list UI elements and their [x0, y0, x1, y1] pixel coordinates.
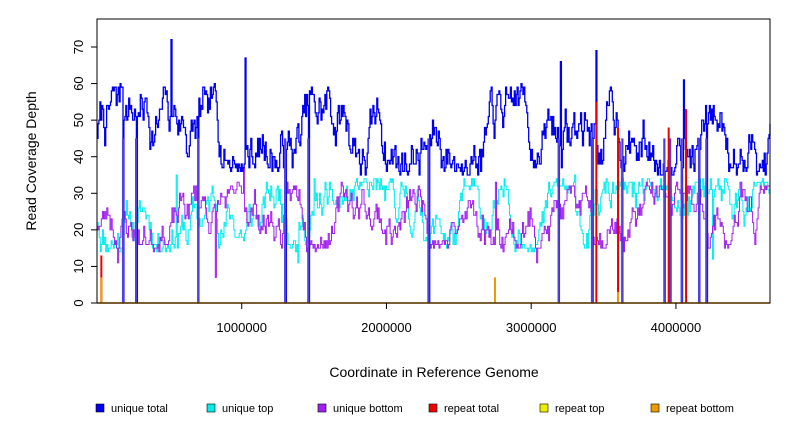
plot-frame	[96, 18, 771, 304]
legend-label: unique bottom	[333, 403, 403, 415]
legend: unique total unique top unique bottom repea…	[95, 403, 734, 415]
x-tick-label: 3000000	[506, 320, 557, 335]
y-tick-label: 60	[71, 76, 86, 90]
y-tick-label: 70	[71, 40, 86, 54]
axes-layer: 0 10 20 30 40 50 60 70 1000000 2000000 3000000 4000…	[71, 40, 701, 335]
legend-label: unique total	[111, 403, 168, 415]
x-tick-label: 1000000	[216, 320, 267, 335]
legend-label: repeat bottom	[666, 403, 734, 415]
y-axis-title: Read Coverage Depth	[23, 91, 39, 230]
y-tick-label: 0	[71, 299, 86, 306]
y-tick-label: 40	[71, 149, 86, 163]
legend-swatch	[428, 403, 438, 413]
legend-swatch	[95, 403, 105, 413]
legend-swatch	[317, 403, 327, 413]
legend-label: repeat top	[555, 403, 605, 415]
x-tick-label: 2000000	[361, 320, 412, 335]
y-tick-label: 20	[71, 223, 86, 237]
x-tick-label: 4000000	[651, 320, 702, 335]
legend-label: repeat total	[444, 403, 499, 415]
y-tick-label: 10	[71, 259, 86, 273]
x-axis-title: Coordinate in Reference Genome	[329, 364, 539, 380]
series-unique-total	[97, 39, 771, 304]
legend-swatch	[650, 403, 660, 413]
series-unique-bottom	[97, 167, 771, 278]
y-tick-label: 30	[71, 186, 86, 200]
y-tick-label: 50	[71, 113, 86, 127]
series-layer	[97, 39, 771, 304]
legend-swatch	[539, 403, 549, 413]
legend-label: unique top	[222, 403, 273, 415]
legend-swatch	[206, 403, 216, 413]
